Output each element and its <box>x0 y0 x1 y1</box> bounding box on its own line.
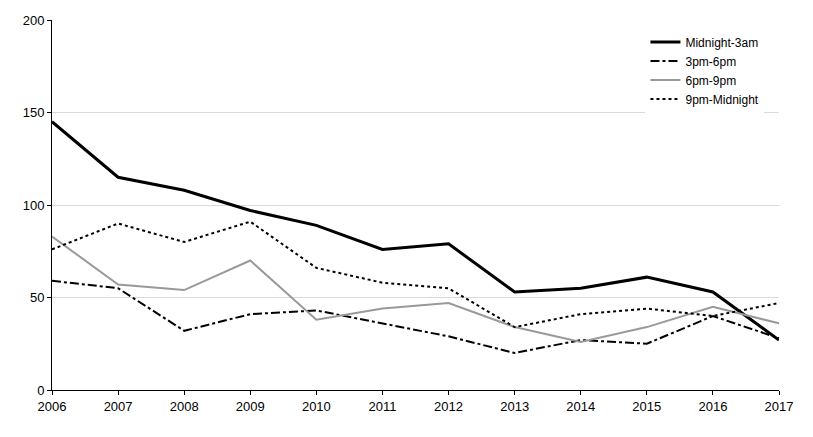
svg-text:2007: 2007 <box>104 399 133 414</box>
svg-text:2012: 2012 <box>434 399 463 414</box>
svg-text:2008: 2008 <box>170 399 199 414</box>
svg-text:6pm-9pm: 6pm-9pm <box>685 74 736 88</box>
svg-text:2006: 2006 <box>38 399 67 414</box>
svg-text:50: 50 <box>30 290 44 305</box>
svg-text:2015: 2015 <box>632 399 661 414</box>
svg-text:150: 150 <box>23 105 45 120</box>
svg-text:2009: 2009 <box>236 399 265 414</box>
svg-text:2014: 2014 <box>566 399 595 414</box>
svg-text:9pm-Midnight: 9pm-Midnight <box>685 93 758 107</box>
svg-text:2016: 2016 <box>698 399 727 414</box>
svg-text:0: 0 <box>37 383 44 398</box>
svg-text:100: 100 <box>23 198 45 213</box>
svg-text:2011: 2011 <box>368 399 396 414</box>
svg-text:2013: 2013 <box>500 399 529 414</box>
svg-text:3pm-6pm: 3pm-6pm <box>685 55 736 69</box>
svg-text:2017: 2017 <box>765 399 794 414</box>
svg-text:Midnight-3am: Midnight-3am <box>685 36 758 50</box>
svg-text:2010: 2010 <box>302 399 331 414</box>
svg-text:200: 200 <box>23 13 45 28</box>
